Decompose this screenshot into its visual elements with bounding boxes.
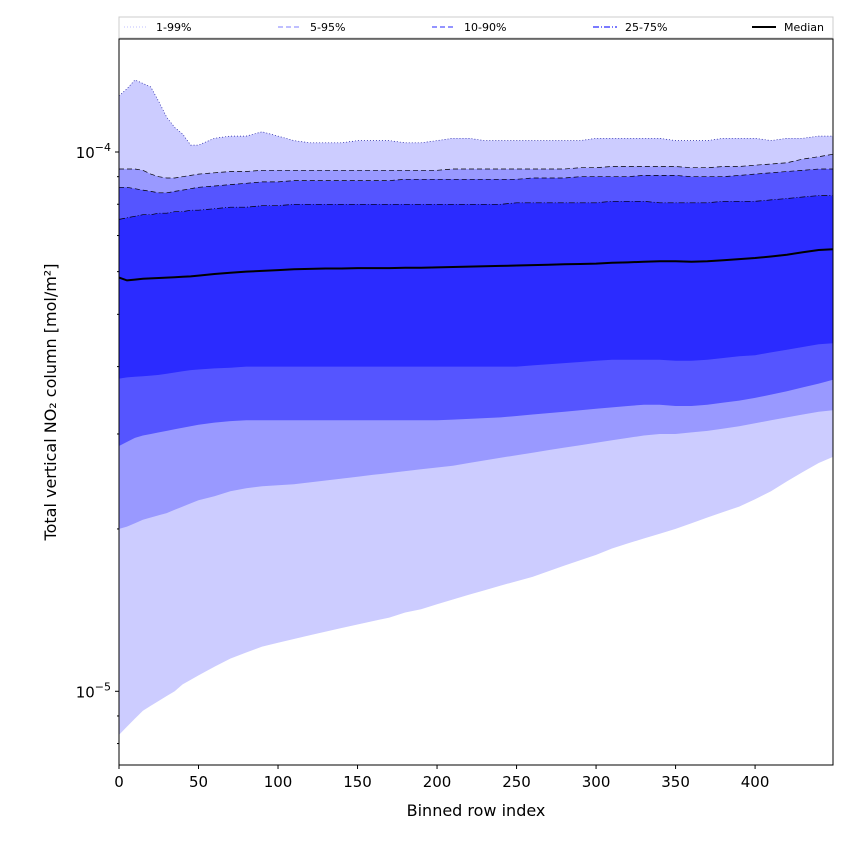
- x-axis-label: Binned row index: [407, 801, 546, 820]
- legend-label: 1-99%: [156, 21, 191, 34]
- legend-box: [118, 16, 834, 39]
- y-tick-label: 10−4: [76, 141, 111, 162]
- band-upper-line-1-99: [118, 79, 833, 146]
- x-tick-label: 350: [661, 773, 690, 791]
- y-axis-ticks: 10−5 10−4: [76, 141, 119, 745]
- x-tick-label: 250: [502, 773, 531, 791]
- x-axis-ticks: 0 50 100 150 200 250 300 350 400: [114, 765, 769, 791]
- legend-label: 10-90%: [464, 21, 506, 34]
- legend-label: 5-95%: [310, 21, 345, 34]
- band-boundary-lines: [118, 79, 834, 220]
- y-tick-label: 10−5: [76, 680, 111, 701]
- band-upper-line-5-95: [119, 153, 834, 179]
- y-axis-label: Total vertical NO₂ column [mol/m²]: [41, 264, 60, 542]
- x-tick-label: 0: [114, 773, 124, 791]
- plot-frame: [118, 38, 834, 766]
- legend-label: Median: [784, 21, 824, 34]
- band-25-75: [119, 195, 833, 379]
- legend: 1-99% 5-95% 10-90% 25-75% Median: [118, 16, 834, 39]
- x-tick-label: 200: [423, 773, 452, 791]
- x-tick-label: 300: [582, 773, 611, 791]
- x-tick-label: 50: [189, 773, 208, 791]
- x-tick-label: 100: [264, 773, 293, 791]
- band-upper-line-25-75: [118, 195, 833, 220]
- band-upper-line-10-90: [119, 168, 833, 194]
- percentile-bands: [119, 80, 833, 735]
- x-tick-label: 400: [741, 773, 770, 791]
- median-line: [118, 248, 834, 282]
- x-tick-label: 150: [343, 773, 372, 791]
- median-series: [118, 248, 834, 282]
- legend-label: 25-75%: [625, 21, 667, 34]
